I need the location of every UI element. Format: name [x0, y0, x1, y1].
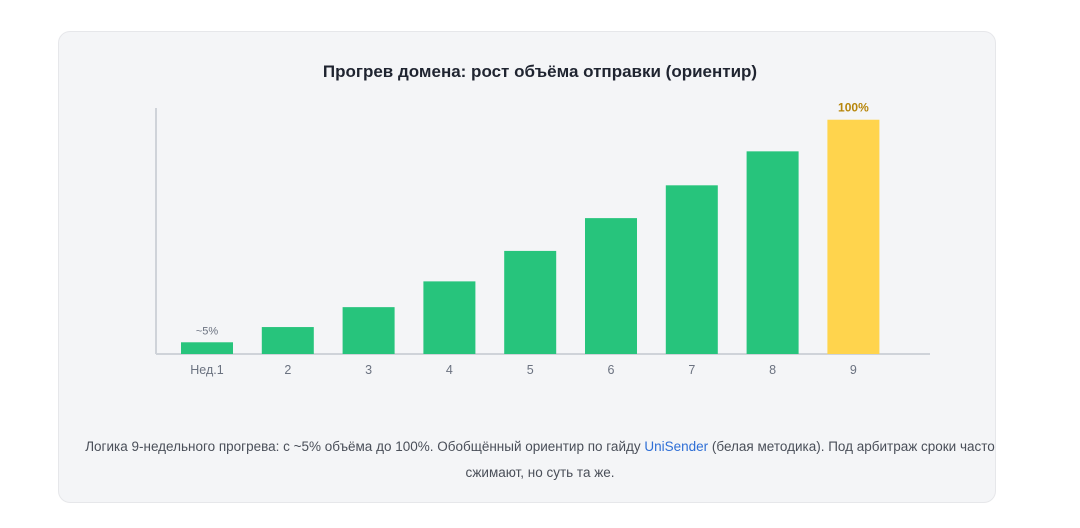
footnote: Логика 9-недельного прогрева: с ~5% объё… [70, 434, 1010, 486]
x-tick-label: 7 [688, 363, 695, 377]
x-tick-label: 3 [365, 363, 372, 377]
x-tick-label: 9 [850, 363, 857, 377]
bar-1 [181, 342, 233, 354]
data-label: 100% [838, 101, 869, 115]
unisender-link[interactable]: UniSender [644, 439, 709, 454]
x-tick-label: 8 [769, 363, 776, 377]
bar-5 [504, 250, 557, 354]
x-tick-label: 5 [527, 363, 534, 377]
x-tick-label: 2 [284, 363, 291, 377]
footnote-text-end: (белая методика). Под арбитраж сроки час… [465, 439, 995, 480]
data-label: ~5% [196, 325, 219, 337]
bar-3 [342, 307, 395, 354]
footnote-text-start: Логика 9-недельного прогрева: с ~5% объё… [85, 439, 645, 454]
bar-9 [827, 119, 880, 354]
bar-2 [261, 327, 314, 354]
bar-6 [585, 218, 637, 354]
chart-title: Прогрев домена: рост объёма отправки (ор… [322, 62, 758, 81]
x-tick-label: Нед.1 [190, 363, 223, 377]
bar-7 [665, 185, 718, 354]
x-tick-label: 4 [446, 363, 453, 377]
x-tick-label: 6 [608, 363, 615, 377]
bar-8 [746, 151, 799, 354]
bar-4 [423, 281, 476, 354]
